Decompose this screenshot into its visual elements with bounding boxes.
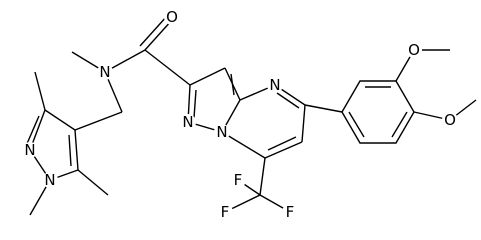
atom-label: N — [24, 141, 35, 159]
atom-labels: O N N N N N N O O F F F — [22, 8, 458, 221]
structure-diagram: O N N N N N N O O F F F — [22, 8, 477, 221]
atom-label: N — [182, 113, 193, 131]
atom-label: N — [99, 63, 110, 81]
atom-label: O — [408, 41, 420, 59]
atom-label: N — [216, 123, 227, 141]
atom-label: F — [286, 203, 295, 221]
atom-label: F — [234, 171, 243, 189]
atom-label: F — [221, 203, 230, 221]
atom-label: N — [44, 171, 55, 189]
atom-label: O — [444, 111, 456, 129]
atom-label: O — [166, 8, 178, 26]
atom-label: N — [269, 76, 280, 94]
